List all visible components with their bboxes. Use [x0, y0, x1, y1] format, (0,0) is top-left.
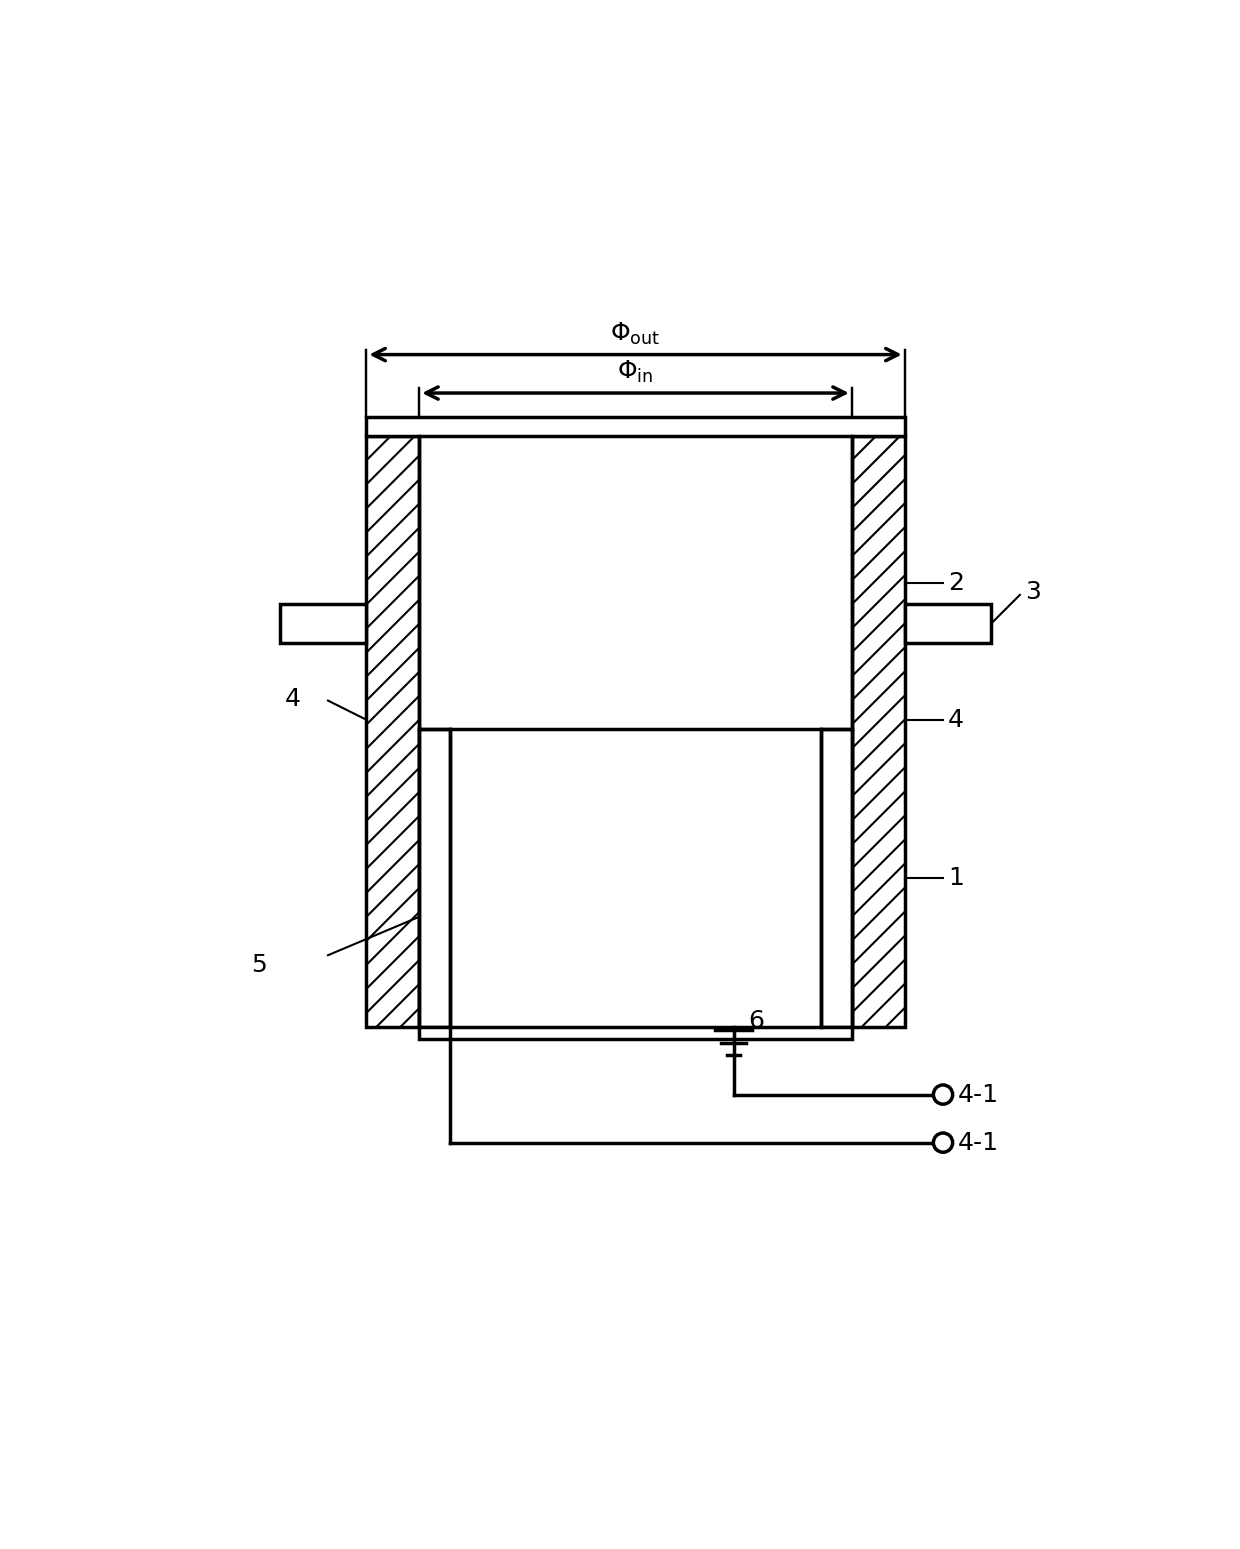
Circle shape — [934, 1084, 952, 1104]
Text: 1: 1 — [947, 866, 963, 891]
Text: $\mathit{\Phi}_{\mathrm{in}}$: $\mathit{\Phi}_{\mathrm{in}}$ — [618, 359, 653, 386]
Bar — [280, 604, 367, 643]
Bar — [419, 1027, 852, 1039]
Text: 6: 6 — [748, 1008, 764, 1033]
Text: 2: 2 — [947, 572, 963, 595]
Bar — [821, 730, 852, 1027]
Text: 5: 5 — [250, 953, 267, 977]
Text: 3: 3 — [1024, 579, 1040, 604]
Text: 4-1: 4-1 — [957, 1131, 998, 1154]
Bar — [852, 437, 905, 1027]
Text: 4: 4 — [285, 686, 301, 711]
Text: 4: 4 — [947, 708, 963, 731]
Bar — [367, 417, 905, 437]
Bar — [905, 604, 991, 643]
Circle shape — [934, 1132, 952, 1152]
Text: $\mathit{\Phi}_{\mathrm{out}}$: $\mathit{\Phi}_{\mathrm{out}}$ — [610, 321, 661, 347]
Text: 4-1: 4-1 — [957, 1083, 998, 1106]
Bar — [419, 730, 450, 1027]
Bar — [419, 437, 852, 1027]
Bar — [367, 437, 419, 1027]
